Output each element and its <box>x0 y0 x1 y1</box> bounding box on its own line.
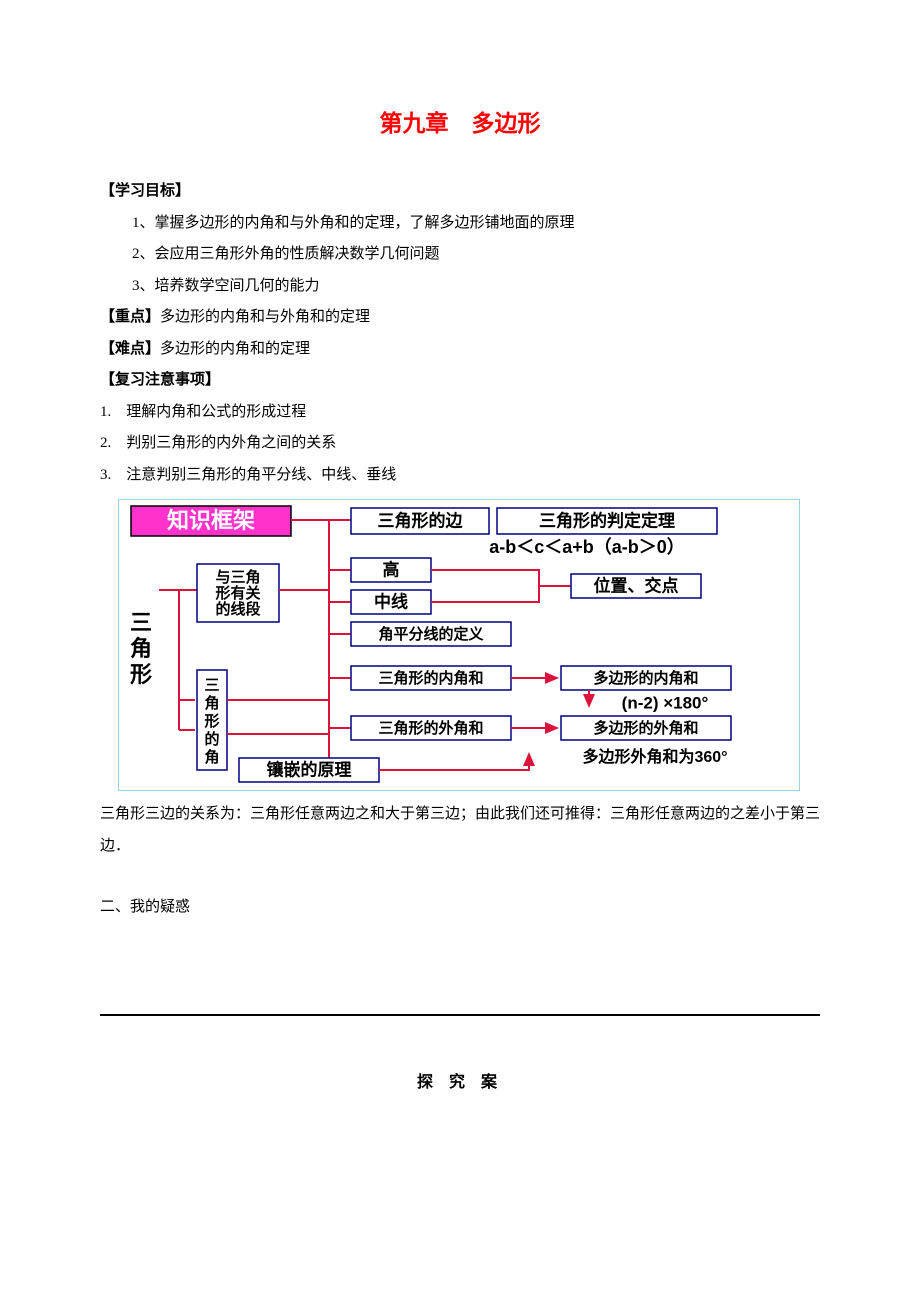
height-text: 高 <box>383 560 400 580</box>
outer-tri-text: 三角形的外角和 <box>378 719 483 737</box>
inequality-text: a-b＜c＜a+b（a-b＞0） <box>489 537 685 557</box>
bisector-text: 角平分线的定义 <box>378 625 483 643</box>
doubt-header: 二、我的疑惑 <box>100 892 820 924</box>
judge-text: 三角形的判定定理 <box>539 511 675 531</box>
diff-text: 多边形的内角和的定理 <box>160 341 310 357</box>
objective-item: 3、培养数学空间几何的能力 <box>100 271 820 303</box>
outer-formula: 多边形外角和为360° <box>582 748 727 767</box>
inner-formula: (n-2) ×180° <box>622 694 709 713</box>
review-item: 3. 注意判别三角形的角平分线、中线、垂线 <box>100 460 820 492</box>
outer-poly-text: 多边形的外角和 <box>593 719 698 737</box>
page-title: 第九章 多边形 <box>100 100 820 148</box>
objectives-header: 【学习目标】 <box>100 176 820 208</box>
review-header: 【复习注意事项】 <box>100 365 820 397</box>
inner-poly-text: 多边形的内角和 <box>593 669 698 687</box>
segments-text-2: 形有关 <box>215 584 260 602</box>
svg-text:角: 角 <box>204 694 219 712</box>
review-item: 1. 理解内角和公式的形成过程 <box>100 397 820 429</box>
svg-text:角: 角 <box>204 748 219 766</box>
explore-header: 探 究 案 <box>100 1066 820 1100</box>
key-text: 多边形的内角和与外角和的定理 <box>160 309 370 325</box>
divider <box>100 1014 820 1016</box>
objective-item: 1、掌握多边形的内角和与外角和的定理，了解多边形铺地面的原理 <box>100 208 820 240</box>
segments-text-3: 的线段 <box>215 600 260 618</box>
segments-text-1: 与三角 <box>215 568 260 586</box>
diff-header: 【难点】 <box>100 341 160 357</box>
svg-text:的: 的 <box>204 730 219 748</box>
review-item: 2. 判别三角形的内外角之间的关系 <box>100 428 820 460</box>
difficult-point: 【难点】多边形的内角和的定理 <box>100 334 820 366</box>
key-point: 【重点】多边形的内角和与外角和的定理 <box>100 302 820 334</box>
edge-text: 三角形的边 <box>378 511 464 531</box>
tess-text: 镶嵌的原理 <box>267 760 352 780</box>
median-text: 中线 <box>374 592 408 612</box>
svg-text:三: 三 <box>204 677 219 694</box>
relation-text: 三角形三边的关系为：三角形任意两边之和大于第三边；由此我们还可推得：三角形任意两… <box>100 799 820 862</box>
key-header: 【重点】 <box>100 309 160 325</box>
inner-tri-text: 三角形的内角和 <box>378 669 483 687</box>
pos-text: 位置、交点 <box>594 576 679 596</box>
knowledge-diagram: 知识框架 三角形 与三角 形有关 的线段 三 角 形 的 角 三角形的边 <box>118 499 798 791</box>
svg-text:形: 形 <box>204 712 219 730</box>
root-node: 三角形 <box>130 610 152 687</box>
objective-item: 2、会应用三角形外角的性质解决数学几何问题 <box>100 239 820 271</box>
frame-label: 知识框架 <box>167 508 255 533</box>
